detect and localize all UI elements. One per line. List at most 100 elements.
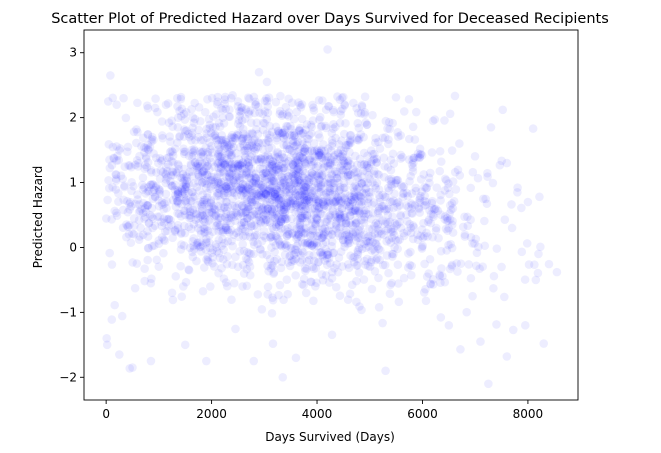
data-point [201,143,211,152]
data-point [388,252,397,261]
data-point [256,153,266,163]
data-point [249,249,259,259]
data-point [337,151,346,161]
data-point [316,247,325,257]
data-point [293,191,303,200]
data-point [309,264,318,274]
data-point [307,182,316,192]
data-point [140,148,149,157]
data-point [284,190,294,199]
data-point [318,276,328,285]
data-point [435,271,445,281]
data-point [258,118,268,128]
data-point [420,259,429,269]
data-point [305,239,315,249]
data-point [231,168,241,177]
data-point [340,193,349,203]
data-point [280,130,290,140]
data-point [203,150,213,159]
data-point [331,197,340,206]
data-point [214,222,224,231]
data-point [263,210,272,220]
data-point [141,154,151,163]
data-point [213,181,222,190]
data-point [444,179,453,188]
data-point [261,189,271,199]
data-point [370,247,380,257]
data-point [392,175,402,185]
data-point [247,128,257,138]
data-point [290,178,299,188]
data-point [220,158,230,168]
data-point [303,192,312,202]
data-point [122,196,132,206]
data-point [274,152,283,162]
data-point [407,270,416,280]
data-point [251,100,260,110]
data-point [241,254,251,263]
data-point [293,177,303,187]
data-point [323,248,333,257]
data-point [335,210,345,219]
data-point [216,195,225,205]
data-point [436,246,446,256]
data-point [208,258,217,268]
data-point [262,94,271,103]
data-point [265,164,275,173]
data-point [133,190,142,199]
data-point [109,154,119,163]
data-point [180,184,190,194]
data-point [436,157,446,166]
data-point [420,191,430,201]
data-point [280,180,290,189]
data-point [324,101,334,111]
data-point [187,196,196,206]
data-point [255,164,265,174]
data-point [202,198,212,207]
data-point [280,173,290,182]
data-point [268,157,278,166]
data-point [277,111,287,121]
data-point [175,131,185,141]
data-point [242,199,252,208]
data-point [418,233,428,243]
data-point [316,122,326,132]
x-tick-label: 4000 [302,407,333,421]
data-point [345,238,354,248]
data-point [298,166,308,176]
data-point [143,232,153,241]
data-point [164,214,173,224]
data-point [361,236,371,246]
data-point [331,212,340,222]
data-point [154,262,164,271]
data-point [200,214,210,224]
data-point [204,257,213,266]
data-point [321,245,330,254]
data-point [314,203,324,212]
data-point [341,219,351,229]
data-point [125,220,134,230]
data-point [252,125,261,134]
data-point [208,123,218,132]
data-point [264,266,273,276]
data-point [324,102,333,111]
data-point [213,92,223,102]
data-point [387,174,396,184]
data-point [289,128,299,138]
data-point [360,212,369,222]
data-point [180,228,190,238]
data-point [165,132,174,141]
data-point [171,202,181,211]
data-point [308,226,318,236]
data-point [319,178,328,187]
data-point [323,45,332,54]
data-point [293,163,303,173]
data-point [371,183,381,193]
data-point [326,158,335,167]
data-point [284,112,293,121]
data-point [389,230,399,240]
data-point [173,185,182,195]
data-point [243,255,252,264]
data-point [154,201,164,211]
data-point [436,313,446,322]
